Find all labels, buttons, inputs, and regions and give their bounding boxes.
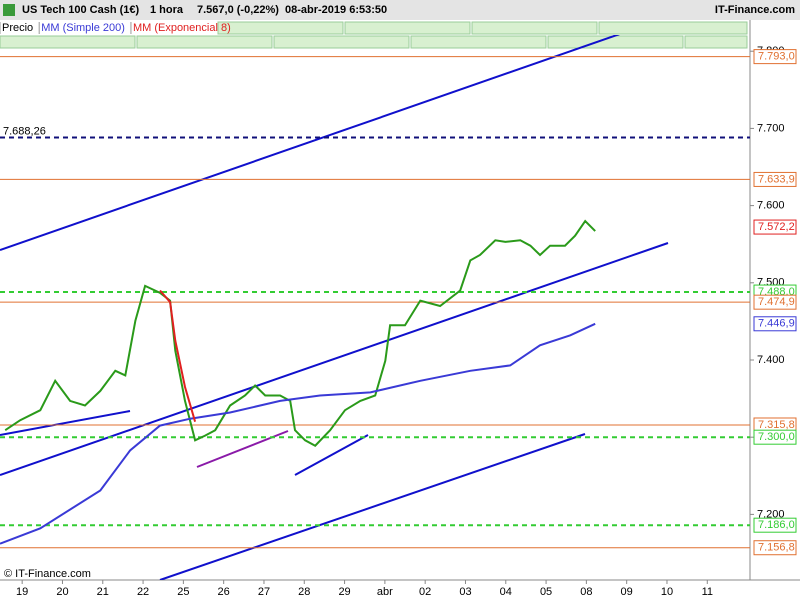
x-tick-label: 28 <box>298 586 310 598</box>
y-tick-label: 7.400 <box>757 354 785 366</box>
x-tick-label: 11 <box>702 586 713 598</box>
level-label: 7.300,0 <box>758 431 795 443</box>
header-period: 1 hora <box>150 4 184 16</box>
x-tick-label: 20 <box>56 586 68 598</box>
legend-label: MM (Exponencial 8) <box>133 22 231 34</box>
legend-label: Precio <box>2 22 33 34</box>
level-tag <box>753 219 797 235</box>
legend-label: MM (Simple 200) <box>41 22 125 34</box>
header-brand: IT-Finance.com <box>715 4 795 16</box>
header-icon <box>3 4 15 16</box>
level-label: 7.156,8 <box>758 542 795 554</box>
series-line <box>4 219 596 447</box>
x-tick-label: 25 <box>177 586 189 598</box>
series-line <box>159 289 197 422</box>
level-label: 7.315,8 <box>758 419 795 431</box>
y-tick-label: 7.200 <box>757 508 785 520</box>
x-tick-label: 22 <box>137 586 149 598</box>
header-title: US Tech 100 Cash (1€) <box>22 4 140 16</box>
level-label: 7.474,9 <box>758 296 795 308</box>
header-bar <box>0 0 800 20</box>
level-tag <box>753 540 797 556</box>
level-label: 7.633,9 <box>758 173 795 185</box>
level-label: 7.572,2 <box>758 221 795 233</box>
y-tick-label: 7.600 <box>757 200 785 212</box>
x-tick-label: 09 <box>621 586 633 598</box>
level-label: 7.688,26 <box>3 125 46 137</box>
x-tick-label: 21 <box>97 586 109 598</box>
level-tag <box>753 517 797 533</box>
level-tag <box>753 294 797 310</box>
x-tick-label: 05 <box>540 586 552 598</box>
x-tick-label: 26 <box>218 586 230 598</box>
x-tick-label: 08 <box>580 586 592 598</box>
x-tick-label: 02 <box>419 586 431 598</box>
x-tick-label: 03 <box>459 586 471 598</box>
plot-area <box>0 56 750 549</box>
header-datetime: 08-abr-2019 6:53:50 <box>285 4 387 16</box>
level-tag <box>753 316 797 332</box>
x-tick-label: 04 <box>500 586 512 598</box>
x-tick-label: 27 <box>258 586 270 598</box>
x-tick-label: 19 <box>16 586 28 598</box>
footer: © IT-Finance.com <box>4 568 91 580</box>
level-label: 7.186,0 <box>758 519 795 531</box>
x-tick-label: 10 <box>661 586 673 598</box>
y-tick-label: 7.700 <box>757 122 785 134</box>
series-line <box>0 322 596 545</box>
level-tag <box>753 429 797 445</box>
legend-indicators <box>0 21 748 49</box>
level-tag <box>753 171 797 187</box>
level-tag <box>753 49 797 65</box>
level-label: 7.446,9 <box>758 318 795 330</box>
x-tick-label: 29 <box>338 586 350 598</box>
header-quote: 7.567,0 (-0,22%) <box>197 4 279 16</box>
level-label: 7.793,0 <box>758 51 795 63</box>
x-tick-label: abr <box>377 586 393 598</box>
